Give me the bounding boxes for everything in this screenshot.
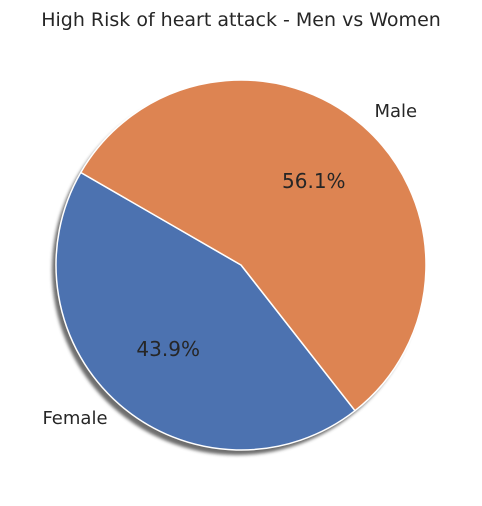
- pie-slice-female: [55, 171, 356, 451]
- pie-percent-label-male: 56.1%: [282, 169, 346, 193]
- pie-labels: 43.9% Female 56.1% Male: [42, 101, 417, 429]
- pie-category-label-female: Female: [42, 408, 107, 429]
- pie-category-label-male: Male: [374, 101, 417, 122]
- chart-title: High Risk of heart attack - Men vs Women: [41, 9, 441, 31]
- pie-percent-label-female: 43.9%: [136, 337, 200, 361]
- pie-slice-male: [80, 79, 427, 412]
- pie-slices: [55, 79, 427, 451]
